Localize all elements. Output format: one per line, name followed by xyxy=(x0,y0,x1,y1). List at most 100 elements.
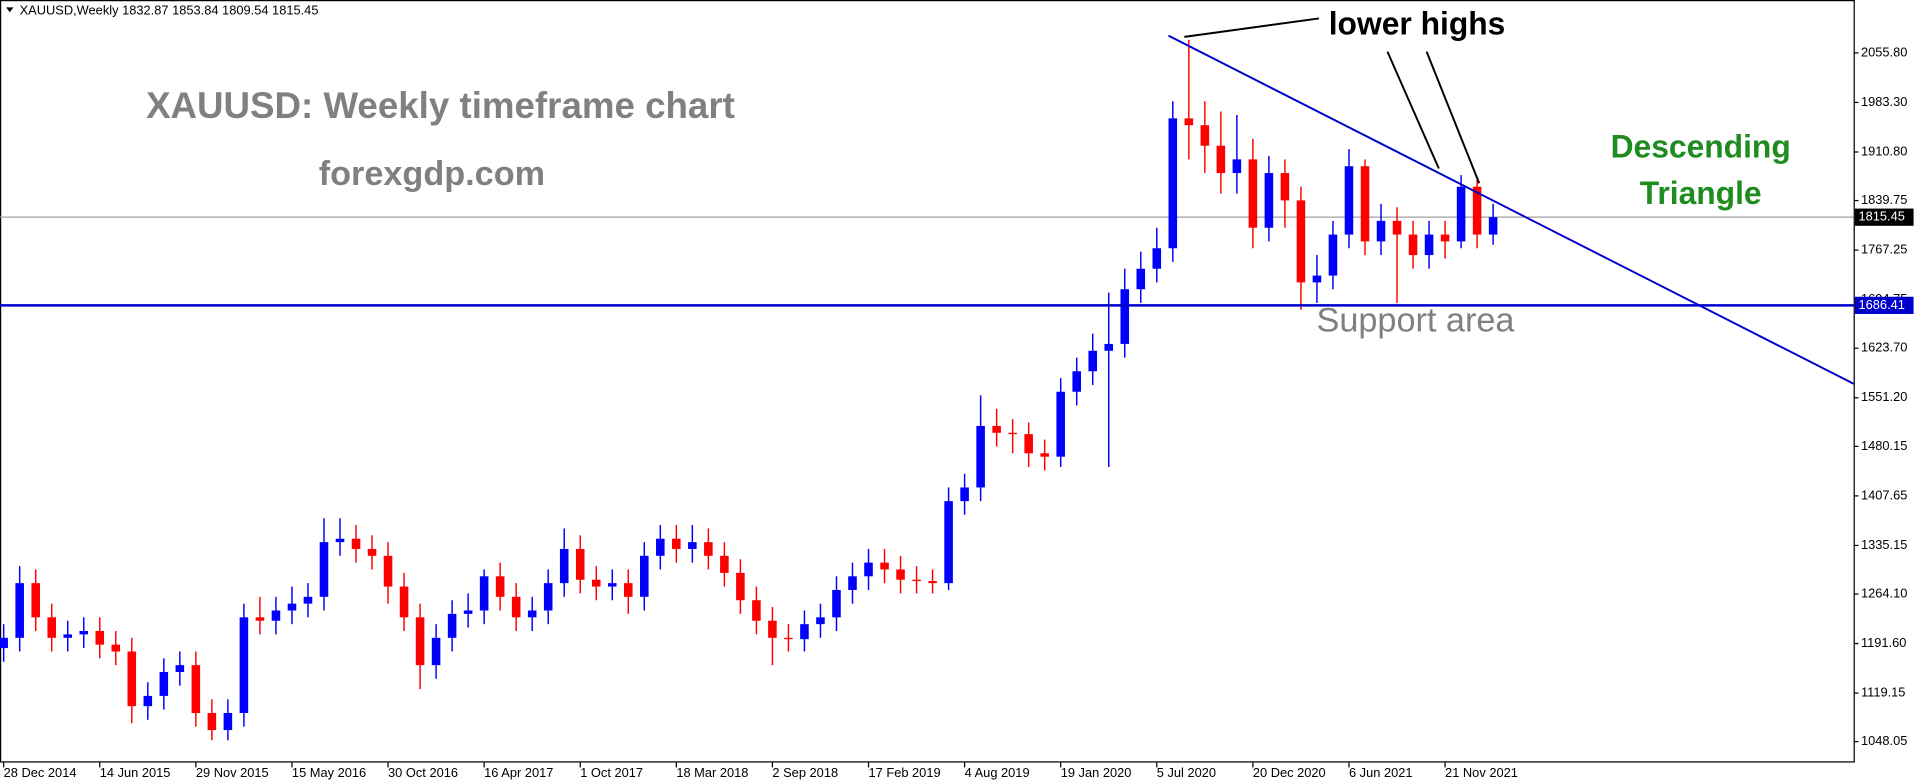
annotation: lower highs xyxy=(1329,5,1506,41)
candle-body xyxy=(752,600,761,621)
x-tick-label: 19 Jan 2020 xyxy=(1061,765,1132,780)
y-tick-label: 1048.05 xyxy=(1861,733,1907,748)
x-tick-label: 1 Oct 2017 xyxy=(580,765,643,780)
x-tick-label: 14 Jun 2015 xyxy=(100,765,171,780)
candle-body xyxy=(191,665,201,713)
candle-body xyxy=(1264,173,1274,228)
candle-body xyxy=(351,538,361,549)
x-tick-label: 5 Jul 2020 xyxy=(1157,765,1216,780)
annotation: Support area xyxy=(1316,301,1515,339)
candle-body xyxy=(864,562,873,577)
y-tick-label: 1910.80 xyxy=(1861,143,1907,158)
x-tick-label: 2 Sep 2018 xyxy=(772,765,838,780)
x-tick-label: 17 Feb 2019 xyxy=(869,765,941,780)
y-tick-label: 1623.70 xyxy=(1861,340,1907,355)
x-tick-label: 4 Aug 2019 xyxy=(965,765,1030,780)
candle-body xyxy=(912,579,921,582)
candle-body xyxy=(880,562,889,570)
candle-body xyxy=(736,572,745,601)
candle-body xyxy=(1280,173,1290,201)
candle-body xyxy=(656,538,665,556)
x-tick-label: 28 Dec 2014 xyxy=(4,765,77,780)
candle-body xyxy=(447,613,457,638)
candle-body xyxy=(1296,200,1306,283)
candle-body xyxy=(1168,118,1178,249)
y-tick-label: 2055.80 xyxy=(1861,44,1907,59)
x-tick-label: 15 May 2016 xyxy=(292,765,366,780)
candle-body xyxy=(271,610,281,621)
candle-body xyxy=(79,630,89,635)
candle-body xyxy=(95,630,105,645)
candle-body xyxy=(0,637,8,649)
candle-body xyxy=(1120,289,1130,344)
candle-body xyxy=(207,712,217,731)
candle-body xyxy=(1056,391,1065,457)
candle-body xyxy=(31,583,40,618)
candle-body xyxy=(591,579,601,587)
y-tick-label: 1335.15 xyxy=(1861,537,1907,552)
candle-body xyxy=(1456,186,1466,242)
candle-body xyxy=(527,610,537,618)
x-tick-label: 6 Jun 2021 xyxy=(1349,765,1413,780)
pointer xyxy=(1184,17,1320,38)
trend-line xyxy=(1168,34,1855,385)
candle-body xyxy=(1328,234,1338,276)
candle-body xyxy=(47,617,56,638)
support-box xyxy=(1854,296,1914,314)
candle-body xyxy=(239,617,249,713)
annotation: Triangle xyxy=(1640,175,1762,211)
candle-body xyxy=(960,487,969,502)
candle-body xyxy=(1008,432,1017,435)
candle-body xyxy=(688,542,697,549)
candle-body xyxy=(399,586,409,618)
chart-subtitle: forexgdp.com xyxy=(319,155,545,193)
candle-body xyxy=(640,555,649,597)
x-tick-label: 30 Oct 2016 xyxy=(388,765,458,780)
candle-body xyxy=(335,538,345,543)
y-tick-label: 1551.20 xyxy=(1861,389,1907,404)
chart-title: XAUUSD: Weekly timeframe chart xyxy=(146,85,735,126)
candle-body xyxy=(944,501,953,584)
candle-body xyxy=(928,581,937,584)
candle-body xyxy=(976,425,985,488)
candle-body xyxy=(1040,453,1049,457)
candle-body xyxy=(768,620,777,638)
candle-body xyxy=(672,538,681,549)
candle-body xyxy=(175,665,185,672)
pointer xyxy=(1425,51,1481,184)
y-tick-label: 1191.60 xyxy=(1861,635,1906,650)
candle-body xyxy=(607,583,617,587)
candle-body xyxy=(720,555,729,573)
candle-body xyxy=(1408,234,1418,256)
candle-body xyxy=(63,634,73,638)
candle-body xyxy=(848,576,857,590)
candle-body xyxy=(1312,275,1322,283)
y-tick-label: 1767.25 xyxy=(1861,242,1907,257)
candle-body xyxy=(784,637,793,640)
candle-body xyxy=(495,576,505,597)
x-tick-label: 20 Dec 2020 xyxy=(1253,765,1326,780)
candle-body xyxy=(992,425,1001,433)
candle-body xyxy=(223,712,233,731)
candle-body xyxy=(832,589,841,618)
last-price-box xyxy=(1854,208,1914,226)
candle-body xyxy=(1104,343,1114,351)
header: XAUUSD,Weekly 1832.87 1853.84 1809.54 18… xyxy=(20,2,319,17)
candle-body xyxy=(1152,248,1162,269)
candle-body xyxy=(896,569,905,580)
candle-body xyxy=(303,596,313,604)
candle-body xyxy=(511,596,521,618)
candle-body xyxy=(463,610,473,614)
support-label: 1686.41 xyxy=(1858,297,1904,312)
candle-body xyxy=(800,624,809,640)
candle-body xyxy=(1440,234,1450,242)
candle-body xyxy=(127,651,137,707)
candle-body xyxy=(111,644,121,652)
candle-body xyxy=(1488,217,1498,235)
candle-body xyxy=(1248,159,1258,228)
candle-body xyxy=(431,637,441,666)
candle-body xyxy=(1088,350,1098,372)
x-tick-label: 29 Nov 2015 xyxy=(196,765,269,780)
candle-body xyxy=(1472,186,1482,235)
candle-body xyxy=(255,617,265,621)
